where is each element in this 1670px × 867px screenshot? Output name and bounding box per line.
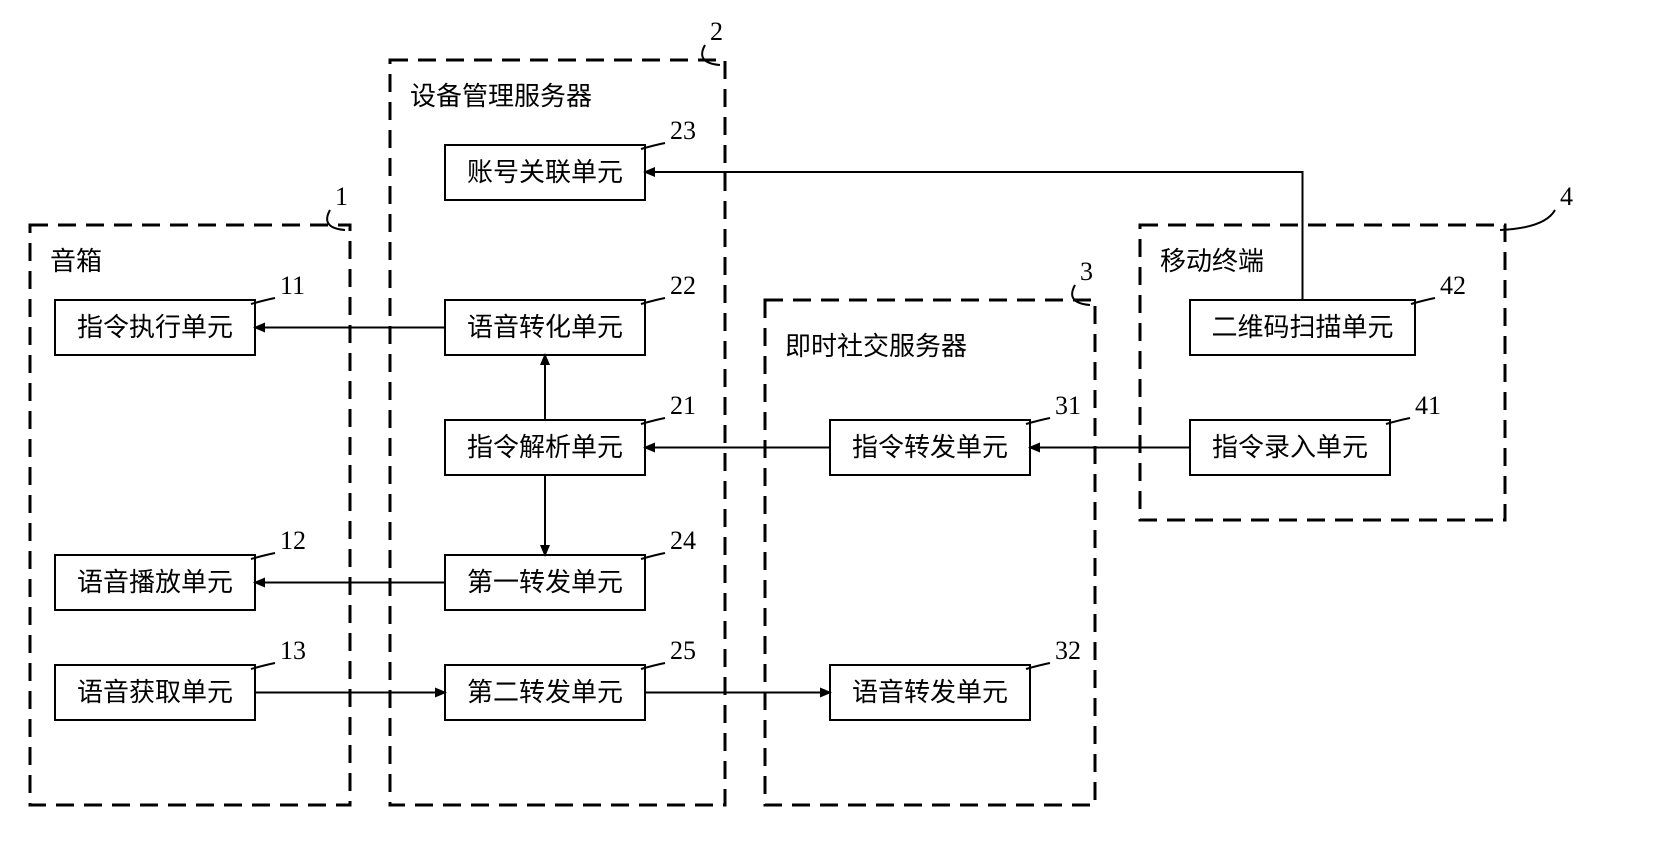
node-number: 12 <box>280 526 306 555</box>
node-number: 32 <box>1055 636 1081 665</box>
group-g3: 即时社交服务器 3 <box>765 257 1095 805</box>
node-n12: 语音播放单元 12 <box>55 526 306 610</box>
node-n32: 语音转发单元 32 <box>830 636 1081 720</box>
node-n21: 指令解析单元 21 <box>445 391 696 475</box>
edge-n42-n23 <box>645 172 1303 300</box>
node-label: 指令转发单元 <box>852 433 1008 462</box>
group-title: 音箱 <box>50 247 102 276</box>
node-n13: 语音获取单元 13 <box>55 636 306 720</box>
node-label: 指令执行单元 <box>77 313 233 342</box>
group-title: 即时社交服务器 <box>785 332 967 361</box>
node-n22: 语音转化单元 22 <box>445 271 696 355</box>
node-n23: 账号关联单元 23 <box>445 116 696 200</box>
node-number: 41 <box>1415 391 1441 420</box>
node-n31: 指令转发单元 31 <box>830 391 1081 475</box>
node-label: 账号关联单元 <box>467 158 623 187</box>
node-number: 31 <box>1055 391 1081 420</box>
node-label: 第二转发单元 <box>467 678 623 707</box>
node-label: 指令解析单元 <box>467 433 623 462</box>
group-number: 3 <box>1080 257 1093 286</box>
node-number: 13 <box>280 636 306 665</box>
system-diagram: 音箱 1 设备管理服务器 2 即时社交服务器 3 移动终端 4 指令执行单元 11 语音播放单元 12… <box>0 0 1670 867</box>
group-number: 1 <box>335 182 348 211</box>
node-number: 22 <box>670 271 696 300</box>
node-n25: 第二转发单元 25 <box>445 636 696 720</box>
group-number: 2 <box>710 17 723 46</box>
node-label: 第一转发单元 <box>467 568 623 597</box>
node-label: 语音转化单元 <box>467 313 623 342</box>
node-number: 23 <box>670 116 696 145</box>
node-n11: 指令执行单元 11 <box>55 271 305 355</box>
node-label: 语音获取单元 <box>77 678 233 707</box>
node-number: 21 <box>670 391 696 420</box>
node-n42: 二维码扫描单元 42 <box>1190 271 1466 355</box>
group-title: 设备管理服务器 <box>410 82 592 111</box>
node-number: 42 <box>1440 271 1466 300</box>
node-number: 25 <box>670 636 696 665</box>
group-number: 4 <box>1560 182 1573 211</box>
node-number: 24 <box>670 526 696 555</box>
node-label: 指令录入单元 <box>1212 433 1368 462</box>
node-label: 语音转发单元 <box>852 678 1008 707</box>
node-n41: 指令录入单元 41 <box>1190 391 1441 475</box>
group-title: 移动终端 <box>1160 247 1264 276</box>
node-number: 11 <box>280 271 305 300</box>
node-label: 二维码扫描单元 <box>1211 313 1393 342</box>
node-n24: 第一转发单元 24 <box>445 526 696 610</box>
node-label: 语音播放单元 <box>77 568 233 597</box>
